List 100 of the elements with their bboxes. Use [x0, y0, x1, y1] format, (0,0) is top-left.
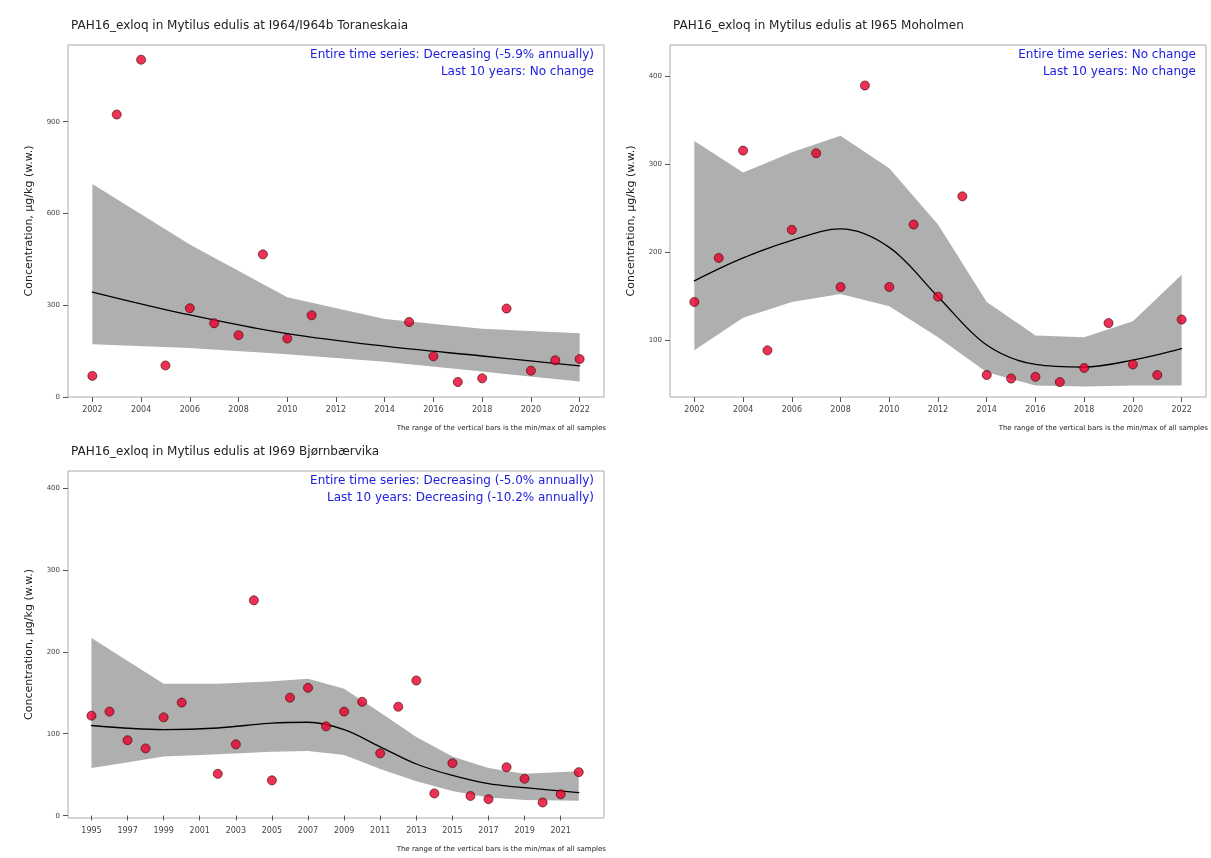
point: [411, 675, 422, 686]
point: [428, 351, 439, 362]
chart-title: PAH16_exloq in Mytilus edulis at I964/I964b Toraneskaia: [71, 18, 409, 32]
point: [1152, 370, 1163, 380]
x-tick-label: 2022: [1171, 404, 1192, 414]
x-tick-label: 2007: [297, 825, 319, 835]
x-tick-label: 2009: [333, 825, 355, 835]
point: [1030, 371, 1041, 382]
point: [1006, 373, 1016, 384]
point: [762, 345, 773, 356]
point: [404, 317, 414, 327]
point: [209, 318, 220, 329]
point: [104, 706, 115, 717]
point: [122, 735, 133, 746]
point: [574, 354, 585, 364]
point: [555, 789, 566, 800]
x-tick-label: 2017: [478, 825, 499, 835]
point: [140, 743, 151, 754]
x-tick-label: 2012: [927, 404, 949, 414]
x-tick-label: 2022: [569, 404, 590, 414]
point: [429, 788, 440, 799]
chart-title: PAH16_exloq in Mytilus edulis at I965 Moholmen: [673, 18, 964, 32]
y-axis-title: Concentration, µg/kg (w.w.): [22, 145, 35, 297]
x-tick-label: 2018: [1074, 404, 1095, 414]
x-tick-label: 2010: [277, 404, 298, 414]
point: [501, 762, 512, 773]
x-tick-label: 2020: [520, 404, 542, 414]
point: [282, 333, 293, 344]
point: [258, 249, 268, 260]
x-tick-label: 1999: [153, 825, 174, 835]
point: [1176, 314, 1187, 325]
x-tick-label: 2008: [228, 404, 249, 414]
point: [573, 767, 584, 778]
x-tick-label: 2010: [879, 404, 900, 414]
x-tick-label: 2014: [374, 404, 395, 414]
x-tick-label: 2012: [325, 404, 347, 414]
y-axis-title: Concentration, µg/kg (w.w.): [22, 569, 35, 720]
x-tick-label: 1997: [117, 825, 138, 835]
point: [738, 145, 748, 156]
annotation: Last 10 years: No change: [440, 64, 594, 78]
point: [248, 595, 259, 606]
x-tick-label: 2019: [514, 825, 535, 835]
point: [212, 768, 223, 779]
x-tick-label: 2004: [130, 404, 152, 414]
point: [1103, 318, 1114, 328]
point: [375, 748, 386, 759]
point: [1054, 377, 1065, 387]
point: [908, 219, 919, 230]
point: [501, 303, 512, 314]
point: [184, 303, 195, 314]
x-tick-label: 2011: [370, 825, 391, 835]
x-tick-label: 2004: [732, 404, 754, 414]
point: [176, 697, 187, 708]
point: [452, 377, 463, 387]
point: [87, 370, 98, 381]
point: [1128, 359, 1138, 370]
line-series: [90, 721, 580, 794]
point: [519, 773, 530, 784]
x-tick-label: 2002: [82, 404, 103, 414]
x-tick-label: 2001: [189, 825, 210, 835]
point: [483, 794, 494, 805]
point: [537, 797, 548, 808]
point: [160, 360, 171, 371]
x-tick-label: 2003: [225, 825, 247, 835]
x-tick-label: 2006: [781, 404, 802, 414]
point: [786, 224, 797, 235]
point: [981, 370, 992, 380]
point: [477, 373, 488, 384]
point: [447, 758, 458, 769]
point: [689, 297, 700, 307]
point: [860, 80, 870, 91]
point: [884, 282, 895, 292]
point: [465, 791, 476, 801]
annotation: Entire time series: Decreasing (-5.9% annually): [310, 47, 594, 61]
x-tick-label: 2015: [442, 825, 463, 835]
point: [1079, 363, 1090, 373]
point: [321, 721, 331, 732]
x-tick-label: 2006: [179, 404, 200, 414]
annotation: Last 10 years: No change: [1042, 64, 1196, 78]
chart-title: PAH16_exloq in Mytilus edulis at I969 Bjørnbærvika: [71, 444, 380, 458]
x-tick-label: 2018: [472, 404, 493, 414]
x-tick-label: 2014: [976, 404, 997, 414]
annotation: Last 10 years: Decreasing (-10.2% annually): [327, 490, 594, 504]
point: [233, 330, 244, 341]
x-tick-label: 2002: [684, 404, 705, 414]
x-tick-label: 2016: [423, 404, 444, 414]
annotation: Entire time series: No change: [1018, 47, 1196, 61]
point: [357, 696, 368, 707]
point: [526, 365, 536, 376]
x-tick-label: 1995: [81, 825, 102, 835]
x-tick-label: 2008: [830, 404, 851, 414]
point: [550, 355, 561, 366]
point: [811, 148, 822, 159]
y-axis-title: Concentration, µg/kg (w.w.): [624, 145, 637, 297]
point: [136, 54, 146, 65]
x-tick-label: 2021: [550, 825, 571, 835]
point: [86, 710, 97, 721]
point: [111, 109, 122, 120]
annotation: Entire time series: Decreasing (-5.0% annually): [310, 473, 594, 487]
point: [306, 310, 317, 321]
